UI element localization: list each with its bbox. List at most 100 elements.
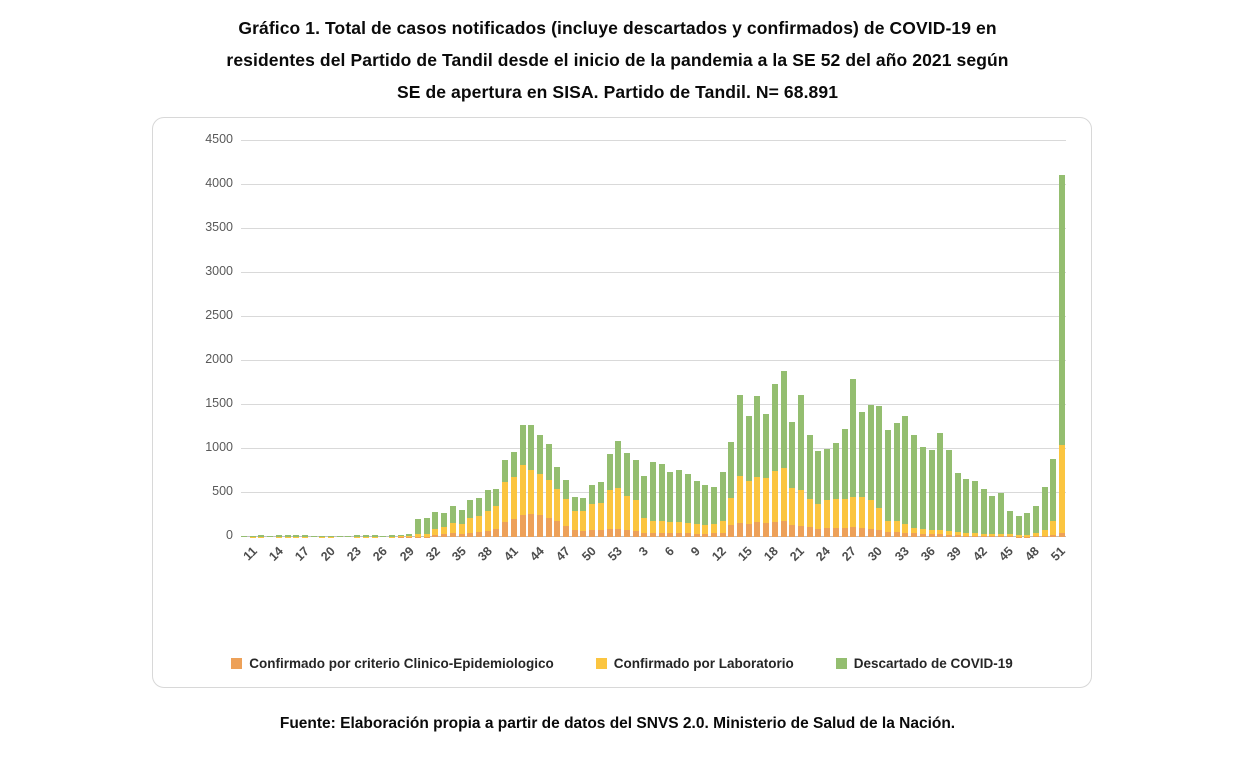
bar-week-29-71 [858, 411, 865, 537]
bar-week-12-1 [249, 535, 256, 537]
bar-segment [980, 488, 987, 534]
bar-week-11-53 [702, 485, 709, 537]
bar-week-14-3 [267, 535, 274, 537]
bar-segment [841, 498, 848, 528]
bar-segment [1050, 458, 1057, 522]
bar-segment [911, 533, 918, 537]
bar-segment [824, 528, 831, 537]
x-axis-tick-label: 9 [688, 544, 703, 559]
bar-week-51-93 [1050, 458, 1057, 537]
bar-segment [885, 531, 892, 537]
bar-week-35-77 [911, 434, 918, 537]
bar-segment [771, 383, 778, 471]
bar-segment [623, 529, 630, 537]
bar-segment [545, 479, 552, 518]
legend-label: Confirmado por criterio Clinico-Epidemio… [249, 656, 554, 671]
bars-container [241, 140, 1066, 537]
bar-segment [737, 522, 744, 537]
bar-segment [850, 527, 857, 537]
bar-segment [667, 522, 674, 534]
bar-segment [954, 472, 961, 533]
bar-segment [676, 469, 683, 523]
bar-segment [850, 496, 857, 528]
bar-segment [702, 533, 709, 537]
bar-segment [528, 514, 535, 537]
bar-segment [998, 492, 1005, 534]
bar-week-26-15 [371, 535, 378, 537]
bar-segment [745, 415, 752, 481]
x-axis-tick-label: 42 [969, 544, 990, 564]
bar-segment [623, 495, 630, 530]
bar-segment [719, 472, 726, 521]
bar-segment [998, 536, 1005, 537]
bar-segment [606, 529, 613, 537]
bar-segment [510, 519, 517, 537]
bar-week-18-60 [763, 413, 770, 537]
bar-segment [554, 488, 561, 522]
bar-segment [858, 528, 865, 537]
bar-segment [937, 529, 944, 535]
bar-segment [798, 525, 804, 537]
y-axis-tick-label: 4500 [205, 132, 233, 146]
bar-segment [310, 535, 317, 537]
x-axis-tick-label: 12 [709, 544, 730, 564]
bar-week-27-16 [380, 535, 387, 537]
bar-segment [597, 502, 604, 530]
bar-segment [267, 535, 274, 537]
bar-segment [415, 519, 422, 535]
bar-segment [902, 532, 909, 537]
bar-segment [449, 505, 456, 523]
x-axis-tick-label: 3 [636, 544, 651, 559]
bar-segment [885, 521, 892, 532]
bar-week-39-28 [484, 489, 491, 537]
x-axis-tick-label: 11 [240, 544, 261, 564]
bar-segment [545, 443, 552, 480]
bar-segment [693, 481, 700, 524]
bar-segment [1041, 536, 1048, 537]
bar-week-12-54 [710, 486, 717, 537]
bar-segment [815, 504, 822, 529]
gridline-1500 [241, 404, 1066, 405]
bar-segment [911, 434, 918, 528]
bar-segment [1006, 534, 1013, 537]
bar-week-33-75 [893, 422, 900, 537]
bar-segment [650, 521, 657, 534]
bar-week-25-14 [362, 534, 369, 537]
bar-segment [536, 514, 543, 537]
bar-segment [1024, 534, 1031, 537]
bar-segment [806, 527, 813, 537]
bar-week-34-23 [441, 512, 448, 537]
bar-segment [580, 530, 587, 537]
chart-panel: 11 14 17 20 23 26 29 32 35 38 41 44 47 50 53 3 6 9 12 15 18 2… [152, 117, 1092, 688]
bar-segment [945, 534, 952, 537]
bar-segment [798, 490, 804, 526]
legend-item-1: Confirmado por Laboratorio [595, 656, 794, 671]
bar-segment [397, 534, 404, 537]
bar-week-30-19 [406, 533, 413, 537]
bar-segment [806, 434, 813, 500]
gridline-3500 [241, 228, 1066, 229]
bar-segment [710, 523, 717, 534]
bar-week-35-24 [449, 505, 456, 537]
chart-title: Gráfico 1. Total de casos notificados (i… [0, 12, 1235, 108]
bar-segment [1015, 535, 1022, 537]
bar-week-52-41 [597, 482, 604, 537]
bar-segment [684, 522, 691, 534]
bar-week-53-42 [606, 453, 613, 537]
bar-segment [632, 499, 639, 531]
x-axis-tick-label: 15 [735, 544, 756, 564]
bar-segment [893, 532, 900, 537]
bar-segment [528, 425, 535, 470]
bar-segment [858, 411, 865, 497]
bar-segment [467, 532, 474, 537]
chart-legend: Confirmado por criterio Clinico-Epidemio… [153, 656, 1091, 671]
bar-segment [606, 490, 613, 530]
bar-segment [867, 528, 874, 537]
x-axis-tick-label: 33 [891, 544, 912, 564]
bar-segment [902, 524, 909, 533]
bar-week-22-64 [798, 394, 804, 537]
y-axis-tick-label: 2000 [205, 352, 233, 366]
bar-week-31-20 [415, 519, 422, 537]
bar-week-19-8 [310, 535, 317, 537]
